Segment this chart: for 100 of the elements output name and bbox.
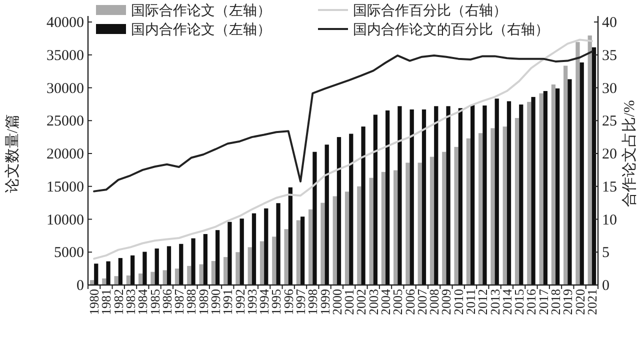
y-tick-label: 35000 xyxy=(46,48,84,64)
bar xyxy=(349,134,354,285)
bar xyxy=(187,266,192,285)
bar xyxy=(551,84,556,285)
y2-tick-label: 15 xyxy=(602,179,617,196)
bar xyxy=(288,187,292,285)
bar xyxy=(482,106,487,285)
y-tick-label: 15000 xyxy=(46,179,84,196)
bar xyxy=(357,186,362,285)
bar xyxy=(490,128,495,285)
bar xyxy=(434,106,438,285)
bar xyxy=(216,230,220,285)
bar xyxy=(543,91,548,285)
bar xyxy=(592,47,596,285)
y2-tick-label: 20 xyxy=(602,146,617,162)
bar xyxy=(166,246,172,285)
bar xyxy=(410,109,414,285)
bar xyxy=(454,146,458,285)
bar xyxy=(386,110,390,285)
bar xyxy=(466,138,470,285)
bar xyxy=(260,241,264,285)
bar xyxy=(264,208,268,285)
bar xyxy=(154,248,159,285)
y-axis-title: 论文数量/篇 xyxy=(4,114,21,194)
legend-label: 国内合作论文的百分比（右轴） xyxy=(353,22,549,38)
bar xyxy=(308,209,313,285)
y2-tick-label: 5 xyxy=(602,245,610,262)
bar xyxy=(150,272,155,285)
y-tick-label: 0 xyxy=(76,278,84,294)
bar xyxy=(406,162,410,285)
bar xyxy=(361,126,366,285)
bar xyxy=(494,98,499,285)
bar xyxy=(539,93,544,285)
bar xyxy=(284,229,288,285)
bar xyxy=(556,88,560,285)
bar xyxy=(568,79,572,285)
bar xyxy=(130,255,135,285)
y2-axis-title: 合作论文占比/% xyxy=(621,100,638,207)
bar xyxy=(174,268,180,285)
bar xyxy=(373,114,378,285)
bar xyxy=(369,178,374,285)
x-tick-label: 1997 xyxy=(293,288,308,315)
bar xyxy=(430,156,434,285)
bar xyxy=(228,222,232,285)
bar xyxy=(527,102,532,285)
bar xyxy=(531,96,536,285)
bar xyxy=(564,66,568,285)
bar xyxy=(252,213,256,285)
bar xyxy=(422,109,426,285)
x-tick-label: 2011 xyxy=(463,289,478,315)
bar xyxy=(138,273,143,285)
bar xyxy=(502,126,507,285)
bar xyxy=(224,257,228,285)
bar xyxy=(248,247,252,285)
x-tick-label: 2004 xyxy=(378,288,393,315)
bar xyxy=(106,261,110,285)
y2-tick-label: 0 xyxy=(602,278,610,294)
bar xyxy=(272,236,276,285)
bar xyxy=(191,238,196,285)
bar xyxy=(236,252,240,285)
y-tick-label: 5000 xyxy=(54,245,84,262)
y2-tick-label: 35 xyxy=(602,48,617,64)
bar xyxy=(324,144,329,285)
bar xyxy=(394,170,398,285)
bar xyxy=(576,42,580,285)
y2-tick-label: 25 xyxy=(602,114,617,130)
x-tick-label: 1990 xyxy=(208,289,223,315)
bar xyxy=(344,192,350,285)
bar xyxy=(442,152,446,285)
y2-tick-label: 30 xyxy=(602,80,617,97)
bar xyxy=(336,137,342,285)
bar xyxy=(478,133,483,285)
x-tick-label: 1983 xyxy=(123,289,138,315)
legend-label: 国内合作论文（左轴） xyxy=(131,22,271,38)
bar xyxy=(240,218,244,285)
bar xyxy=(142,252,147,285)
bar xyxy=(470,104,475,285)
bar xyxy=(458,108,462,285)
bar xyxy=(588,35,592,285)
bar xyxy=(519,104,524,285)
bar xyxy=(446,106,450,285)
bar xyxy=(580,62,584,285)
y2-tick-label: 40 xyxy=(602,15,617,31)
bar xyxy=(381,172,386,285)
bar xyxy=(203,234,208,285)
y-tick-label: 25000 xyxy=(46,114,84,130)
y-tick-label: 40000 xyxy=(46,15,84,31)
bar xyxy=(179,244,184,285)
bar xyxy=(94,264,98,285)
y-tick-label: 10000 xyxy=(46,212,84,228)
bar xyxy=(276,203,280,285)
bar xyxy=(514,118,520,285)
bar xyxy=(398,106,402,285)
legend-label: 国际合作百分比（右轴） xyxy=(353,3,507,19)
bar xyxy=(114,276,118,285)
bar xyxy=(162,270,167,285)
x-tick-label: 2018 xyxy=(548,289,563,315)
bar xyxy=(118,258,122,285)
bar xyxy=(296,220,300,285)
legend-label: 国际合作论文（左轴） xyxy=(131,3,271,19)
